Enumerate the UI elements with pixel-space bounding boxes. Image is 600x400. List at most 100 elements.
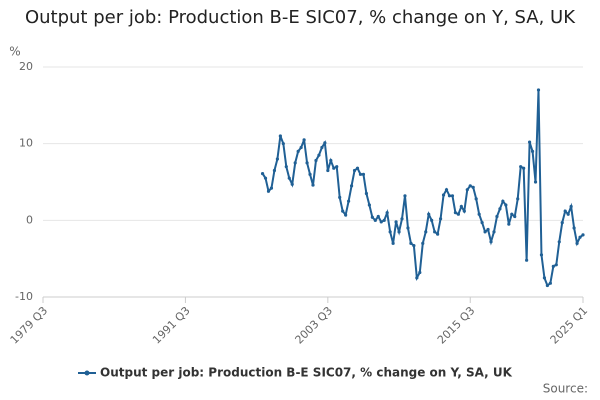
data-point <box>507 222 511 226</box>
y-axis-label: % <box>9 45 20 59</box>
x-tick-label: 1979 Q3 <box>8 304 51 347</box>
data-point <box>379 220 383 224</box>
data-point <box>403 194 407 198</box>
data-point <box>581 233 585 237</box>
data-point <box>453 211 458 215</box>
data-point <box>412 244 416 248</box>
chart-title: Output per job: Production B-E SIC07, % … <box>24 7 576 28</box>
data-point <box>260 171 265 176</box>
data-point <box>542 276 547 280</box>
data-point <box>391 241 395 245</box>
data-point <box>513 214 517 219</box>
data-point <box>447 194 452 198</box>
data-point <box>320 145 324 150</box>
data-point <box>560 221 564 225</box>
data-point <box>376 214 380 219</box>
data-point <box>281 142 285 146</box>
data-point <box>397 230 401 234</box>
data-point <box>551 264 555 268</box>
data-point <box>545 283 549 288</box>
data-point <box>525 258 529 262</box>
data-point <box>344 213 348 217</box>
data-point <box>522 166 526 170</box>
y-tick-label: 10 <box>19 137 33 150</box>
data-point <box>370 215 374 219</box>
data-point <box>311 183 315 187</box>
data-point <box>358 172 363 176</box>
x-tick-label: 1991 Q3 <box>150 304 193 347</box>
data-point <box>352 168 357 173</box>
data-point <box>385 211 389 215</box>
data-point <box>569 204 573 209</box>
x-tick-label: 2025 Q1 <box>548 304 591 347</box>
data-point <box>290 182 294 186</box>
data-point <box>450 194 455 198</box>
series-line <box>261 89 584 288</box>
data-point <box>468 184 472 188</box>
data-point <box>441 193 446 197</box>
data-point <box>284 165 288 169</box>
data-point <box>462 209 466 213</box>
data-point <box>394 220 398 224</box>
data-point <box>332 166 336 170</box>
data-point <box>533 180 538 184</box>
data-point <box>293 161 297 165</box>
data-point <box>474 197 478 201</box>
legend-label: Output per job: Production B-E SIC07, % … <box>100 366 513 380</box>
data-point <box>317 153 321 157</box>
data-point <box>421 241 425 245</box>
data-point <box>510 212 514 216</box>
data-point <box>554 263 558 267</box>
data-point <box>335 165 339 169</box>
data-point <box>400 217 404 221</box>
data-point <box>438 217 443 221</box>
legend-marker <box>84 370 90 376</box>
data-point <box>266 189 271 193</box>
data-point <box>456 212 460 216</box>
data-point <box>305 161 309 165</box>
data-point <box>519 165 523 169</box>
data-point <box>323 141 327 145</box>
data-point <box>314 158 318 163</box>
data-point <box>563 209 567 213</box>
data-point <box>575 241 579 245</box>
data-point <box>278 134 282 138</box>
data-point <box>272 168 277 173</box>
data-point <box>527 140 532 144</box>
data-point <box>495 214 499 219</box>
data-point <box>338 195 342 199</box>
data-point <box>436 232 440 236</box>
data-point <box>433 230 437 234</box>
data-point <box>308 172 312 176</box>
data-point <box>373 218 377 222</box>
data-point <box>578 235 582 239</box>
data-point <box>480 221 484 225</box>
x-tick-label: 2003 Q3 <box>293 304 336 347</box>
data-point <box>418 270 422 275</box>
data-point <box>548 281 552 285</box>
source: Source: <box>543 382 588 396</box>
data-point <box>566 212 570 216</box>
x-tick-label: 2015 Q3 <box>435 304 478 347</box>
data-point <box>302 138 306 142</box>
data-point <box>504 203 508 207</box>
data-point <box>355 166 360 170</box>
data-point <box>498 207 502 211</box>
data-point <box>539 253 544 257</box>
data-point <box>477 212 481 216</box>
data-point <box>572 226 576 230</box>
data-point <box>361 172 366 176</box>
data-point <box>364 191 369 196</box>
data-point <box>299 145 303 150</box>
data-point <box>516 197 520 201</box>
data-point <box>465 188 469 192</box>
data-point <box>427 212 431 216</box>
data-point <box>296 149 300 153</box>
data-point <box>341 209 345 213</box>
data-point <box>406 226 410 230</box>
data-point <box>367 203 371 207</box>
data-point <box>329 158 333 163</box>
data-point <box>489 240 493 244</box>
y-tick-label: -10 <box>15 290 33 303</box>
